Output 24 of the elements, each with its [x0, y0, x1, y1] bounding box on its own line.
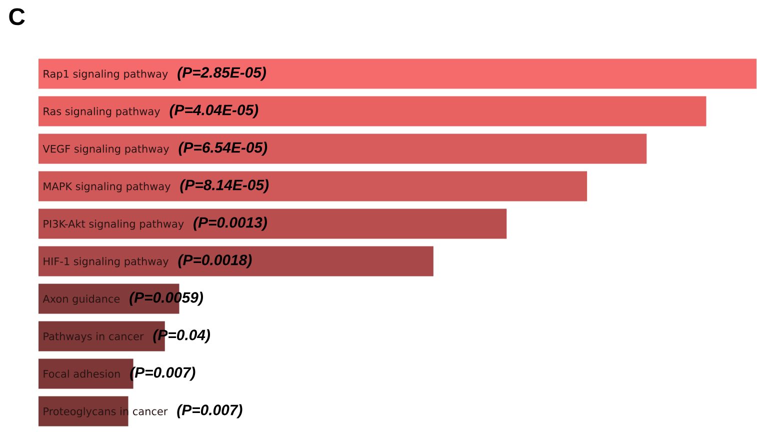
y-tick-label: Ras signaling pathway — [44, 107, 160, 118]
y-tick-label: Axon guidance — [42, 294, 120, 305]
annotation: (P=0.007) — [177, 404, 242, 418]
annotation: (P=8.14E-05) — [180, 179, 269, 194]
y-tick-label: Rap1 signaling pathway — [44, 70, 168, 80]
annotation: (P=4.04E-05) — [170, 104, 258, 118]
y-tick-label: Pathways in cancer — [44, 332, 144, 342]
y-tick-label: HIF-1 signaling pathway — [44, 257, 169, 268]
chart-title: C — [9, 8, 25, 26]
annotation: (P=6.54E-05) — [178, 142, 268, 156]
bar — [38, 396, 128, 426]
y-tick-label: Focal adhesion — [44, 370, 120, 378]
bar — [38, 58, 757, 89]
bar — [38, 171, 588, 202]
bar — [38, 134, 647, 164]
annotation: (P=0.0018) — [178, 254, 252, 268]
y-tick-label: MAPK signaling pathway — [44, 182, 170, 192]
y-tick-label: PI3K-Akt signaling pathway — [44, 220, 184, 230]
annotation: (P=2.85E-05) — [178, 66, 266, 81]
bar — [38, 246, 434, 276]
bar — [38, 96, 706, 126]
bar — [38, 208, 507, 239]
y-tick-label: VEGF signaling pathway — [42, 144, 170, 155]
annotation: (P=0.0013) — [194, 216, 267, 231]
